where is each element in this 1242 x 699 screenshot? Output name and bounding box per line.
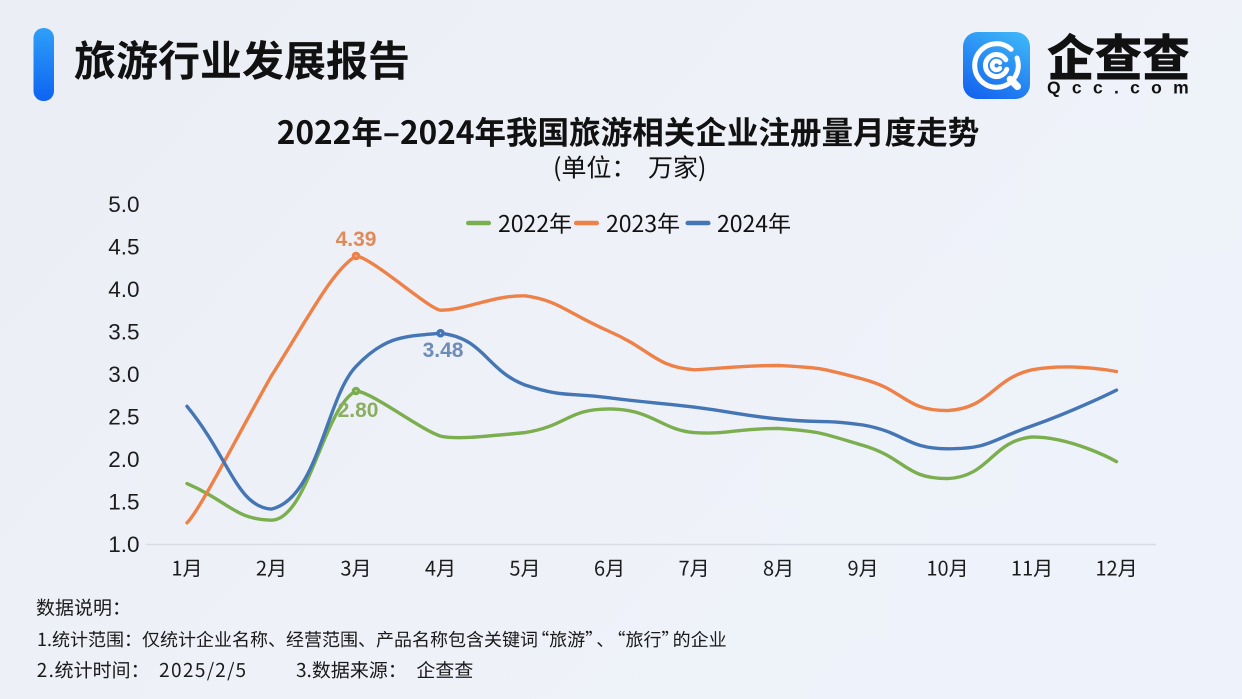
- svg-text:1.5: 1.5: [108, 489, 139, 514]
- svg-text:3.5: 3.5: [108, 319, 139, 344]
- svg-text:1.0: 1.0: [108, 532, 139, 557]
- svg-text:2.80: 2.80: [338, 399, 379, 422]
- svg-text:3.0: 3.0: [108, 362, 139, 387]
- svg-text:Qcc.com: Qcc.com: [1047, 78, 1200, 98]
- svg-text:4.39: 4.39: [336, 228, 377, 251]
- svg-text:4.5: 4.5: [108, 234, 139, 259]
- svg-text:2.5: 2.5: [108, 404, 139, 429]
- svg-text:3.48: 3.48: [423, 339, 464, 362]
- svg-text:2.0: 2.0: [108, 447, 139, 472]
- svg-text:5.0: 5.0: [108, 192, 139, 217]
- svg-text:4.0: 4.0: [108, 277, 139, 302]
